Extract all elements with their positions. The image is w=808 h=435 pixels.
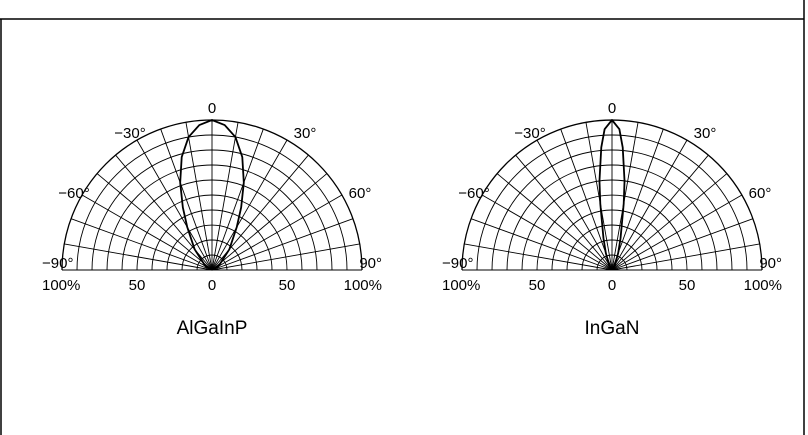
angle-tick-label: −90° <box>442 255 473 272</box>
angle-tick-label: 30° <box>294 125 317 142</box>
radial-tick-label: 100% <box>344 277 382 294</box>
angular-gridline <box>211 139 288 271</box>
angle-tick-label: −90° <box>42 255 73 272</box>
polar-chart-1: −90° −60° −30° 0 30° 60° 90° 100% 50 0 50 100% AlGaI… <box>42 100 382 339</box>
angular-gridline <box>481 194 613 271</box>
angular-gridline <box>211 218 354 271</box>
angular-gridline <box>96 173 213 271</box>
angle-tick-label: −60° <box>58 185 89 202</box>
angular-gridline <box>160 128 213 271</box>
chart-title: AlGaInP <box>177 318 248 339</box>
radial-tick-label: 50 <box>679 277 696 294</box>
angle-tick-label: −30° <box>514 125 545 142</box>
angular-gridline <box>496 173 613 271</box>
angular-gridline <box>536 139 613 271</box>
radial-tick-label: 100% <box>744 277 782 294</box>
angular-gridline <box>470 218 613 271</box>
angular-gridline <box>70 218 213 271</box>
angular-gridline <box>211 173 328 271</box>
angular-gridline <box>611 128 664 271</box>
angular-gridline <box>560 128 613 271</box>
angle-tick-label: 60° <box>349 185 372 202</box>
radial-tick-label: 50 <box>129 277 146 294</box>
radial-tick-label: 0 <box>208 277 216 294</box>
angular-gridline <box>611 194 743 271</box>
angle-tick-label: 0 <box>208 100 216 117</box>
angle-tick-label: 60° <box>749 185 772 202</box>
radial-tick-label: 50 <box>279 277 296 294</box>
angular-gridline <box>585 122 613 271</box>
angular-gridline <box>211 243 360 271</box>
chart-title: InGaN <box>585 318 640 339</box>
series-curve-1 <box>598 119 626 271</box>
angular-gridline <box>611 243 760 271</box>
angle-tick-label: −30° <box>114 125 145 142</box>
angular-gridline <box>611 122 639 271</box>
angular-gridline <box>64 243 213 271</box>
radial-tick-label: 0 <box>608 277 616 294</box>
angular-gridline <box>185 122 213 271</box>
angular-gridline <box>464 243 613 271</box>
angular-gridline <box>211 194 343 271</box>
angle-tick-label: 90° <box>759 255 782 272</box>
radial-tick-label: 50 <box>529 277 546 294</box>
angle-tick-label: 90° <box>359 255 382 272</box>
angular-gridline <box>515 154 613 271</box>
angular-gridline <box>611 139 688 271</box>
angular-gridline <box>81 194 213 271</box>
angular-gridline <box>611 154 709 271</box>
angular-gridline <box>211 128 264 271</box>
angle-tick-label: 0 <box>608 100 616 117</box>
angular-gridline <box>136 139 213 271</box>
angular-gridline <box>211 122 239 271</box>
angular-gridline <box>611 173 728 271</box>
angle-tick-label: 30° <box>694 125 717 142</box>
angular-gridline <box>611 218 754 271</box>
polar-chart-2: −90° −60° −30° 0 30° 60° 90° 100% 50 0 50 100% InGaN <box>442 100 782 339</box>
radial-tick-label: 100% <box>42 277 80 294</box>
radial-tick-label: 100% <box>442 277 480 294</box>
angle-tick-label: −60° <box>458 185 489 202</box>
series-curve-1 <box>179 119 245 271</box>
